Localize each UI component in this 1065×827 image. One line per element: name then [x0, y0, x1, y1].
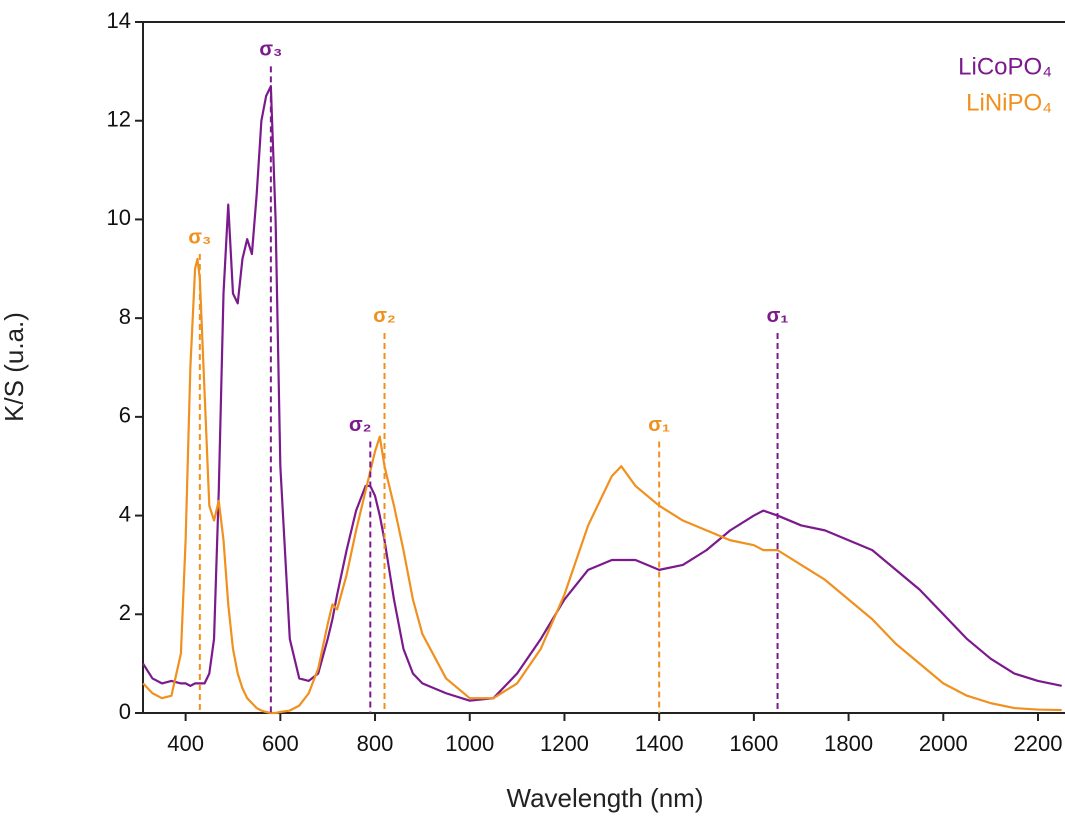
annotation-label: σ₁ [767, 305, 789, 327]
legend-entry: LiNiPO₄ [966, 89, 1052, 116]
x-tick-label: 600 [262, 731, 299, 756]
y-tick-label: 6 [119, 403, 131, 428]
y-tick-label: 0 [119, 699, 131, 724]
x-tick-label: 1000 [445, 731, 494, 756]
x-axis-title: Wavelength (nm) [507, 783, 704, 813]
y-axis-title: K/S (u.a.) [0, 312, 29, 422]
x-tick-label: 1800 [824, 731, 873, 756]
x-tick-label: 1600 [729, 731, 778, 756]
y-tick-label: 14 [107, 8, 131, 33]
annotation-label: σ₂ [373, 305, 396, 327]
series-line [142, 85, 1062, 702]
x-tick-label: 800 [357, 731, 394, 756]
annotation-label: σ₁ [648, 414, 670, 436]
series-line [142, 257, 1062, 715]
y-tick-label: 10 [107, 205, 131, 230]
y-tick-label: 12 [107, 107, 131, 132]
x-tick-label: 2000 [919, 731, 968, 756]
annotation-label: σ₂ [349, 414, 372, 436]
annotation-label: σ₃ [188, 226, 211, 248]
x-tick-label: 1400 [635, 731, 684, 756]
x-tick-label: 2200 [1014, 731, 1063, 756]
y-tick-label: 8 [119, 304, 131, 329]
legend-entry: LiCoPO₄ [958, 53, 1052, 80]
y-tick-label: 2 [119, 600, 131, 625]
y-tick-label: 4 [119, 501, 131, 526]
annotation-label: σ₃ [259, 39, 282, 61]
x-tick-label: 400 [167, 731, 204, 756]
x-tick-label: 1200 [540, 731, 589, 756]
